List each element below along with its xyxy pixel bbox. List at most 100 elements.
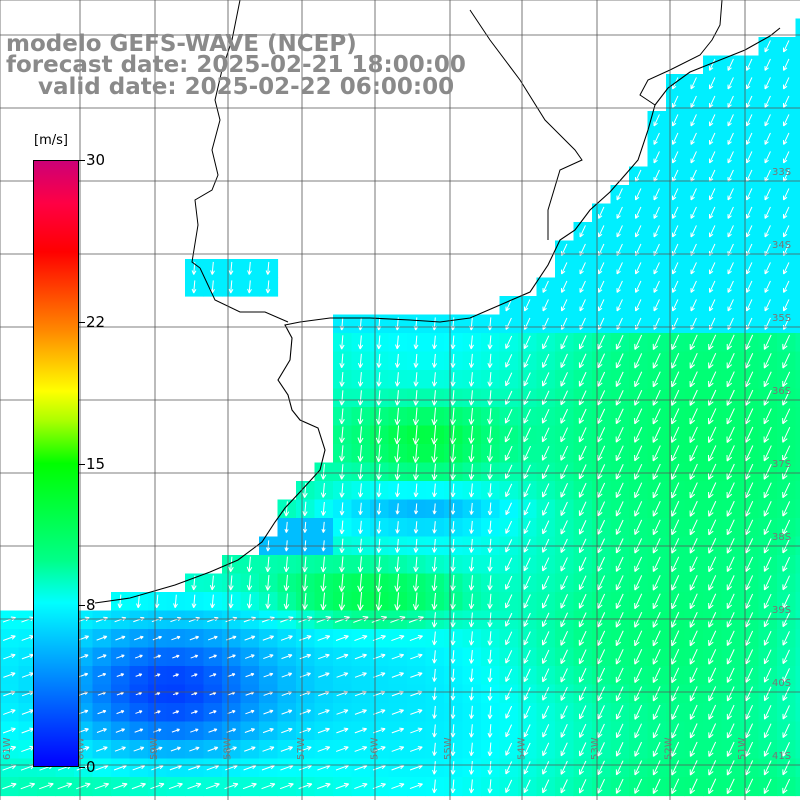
wind-arrow: [505, 520, 513, 534]
wind-arrow: [412, 425, 420, 445]
wind-arrow: [652, 575, 661, 591]
wind-arrow: [578, 464, 587, 480]
wind-arrow: [336, 727, 349, 734]
wind-arrow: [318, 672, 330, 678]
wind-arrow: [634, 206, 642, 219]
wind-arrow: [782, 760, 791, 776]
wind-arrow: [395, 483, 400, 498]
wind-arrow: [615, 649, 624, 665]
wind-arrow: [354, 653, 367, 660]
wind-arrow: [376, 353, 382, 368]
wind-arrow: [763, 408, 772, 425]
wind-arrow: [578, 779, 587, 794]
wind-arrow: [432, 724, 437, 738]
wind-arrow: [376, 503, 382, 515]
wind-speed-cell: [795, 55, 800, 75]
wind-arrow: [615, 575, 624, 591]
wind-arrow: [412, 443, 420, 463]
wind-speed-cell: [795, 425, 800, 445]
wind-arrow: [690, 206, 697, 219]
wind-arrow: [541, 372, 550, 387]
wind-arrow: [726, 612, 735, 628]
wind-arrow: [542, 483, 550, 498]
wind-arrow: [320, 556, 327, 573]
wind-arrow: [339, 353, 345, 369]
wind-arrow: [339, 390, 345, 406]
wind-arrow: [764, 58, 771, 71]
wind-arrow: [357, 573, 364, 593]
colorbar-unit: [m/s]: [34, 133, 68, 148]
wind-arrow: [487, 353, 493, 368]
wind-arrow: [782, 464, 791, 480]
wind-arrow: [745, 704, 754, 720]
wind-arrow: [302, 521, 308, 533]
wind-arrow: [615, 353, 624, 369]
wind-arrow: [652, 686, 661, 702]
wind-arrow: [505, 612, 513, 627]
wind-arrow: [487, 631, 493, 646]
wind-arrow: [597, 482, 606, 498]
wind-arrow: [634, 519, 643, 536]
wind-arrow: [279, 782, 294, 790]
wind-arrow: [228, 594, 234, 609]
wind-arrow: [245, 654, 255, 659]
wind-arrow: [652, 778, 661, 795]
wind-arrow: [745, 667, 754, 683]
wind-arrow: [542, 575, 550, 590]
wind-arrow: [689, 649, 698, 665]
wind-arrow: [616, 206, 623, 219]
wind-arrow: [190, 654, 199, 659]
wind-arrow: [708, 649, 717, 665]
wind-arrow: [113, 782, 128, 790]
wind-arrow: [505, 668, 513, 682]
wind-arrow: [523, 335, 531, 350]
wind-arrow: [689, 593, 698, 610]
wind-arrow: [450, 390, 456, 406]
wind-arrow: [578, 482, 587, 498]
wind-arrow: [394, 556, 401, 573]
wind-arrow: [763, 723, 772, 739]
wind-speed-cell: [795, 462, 800, 482]
wind-arrow: [560, 742, 568, 757]
wind-arrow: [634, 225, 642, 238]
wind-arrow: [653, 114, 660, 127]
wind-arrow: [504, 427, 513, 443]
wind-arrow: [597, 353, 606, 369]
wind-arrow: [57, 782, 73, 790]
wind-arrow: [597, 593, 606, 609]
wind-arrow: [432, 779, 437, 794]
wind-arrow: [283, 501, 290, 517]
wind-arrow: [468, 557, 475, 572]
latitude-label: 38S: [772, 532, 791, 543]
wind-arrow: [171, 728, 180, 733]
wind-arrow: [414, 503, 419, 515]
wind-arrow: [560, 705, 568, 720]
wind-arrow: [671, 593, 680, 610]
wind-arrow: [469, 650, 475, 664]
wind-arrow: [96, 728, 107, 733]
wind-arrow: [708, 371, 717, 388]
wind-arrow: [94, 782, 110, 790]
lagoon-shore: [639, 0, 723, 106]
wind-arrow: [394, 353, 401, 368]
title-forecast-date: forecast date: 2025-02-21 18:00:00: [6, 52, 466, 78]
wind-arrow: [763, 612, 772, 628]
wind-arrow: [671, 389, 680, 406]
wind-arrow: [689, 667, 698, 684]
wind-arrow: [745, 77, 753, 90]
wind-arrow: [671, 299, 679, 312]
wind-arrow: [432, 503, 437, 515]
wind-arrow: [3, 672, 16, 678]
wind-arrow: [207, 746, 219, 752]
wind-arrow: [2, 635, 16, 641]
wind-arrow: [671, 445, 680, 462]
wind-arrow: [542, 557, 550, 572]
wind-arrow: [560, 779, 568, 794]
wind-arrow: [652, 463, 661, 480]
wind-arrow: [560, 723, 568, 738]
wind-arrow: [634, 445, 643, 462]
wind-arrow: [560, 557, 568, 572]
wind-arrow: [339, 445, 345, 462]
wind-arrow: [578, 686, 587, 702]
